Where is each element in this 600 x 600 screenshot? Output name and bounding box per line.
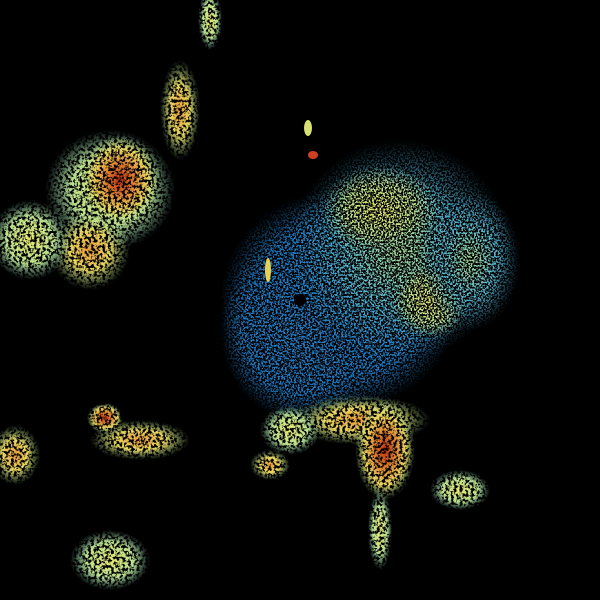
northwest-storm-cell	[0, 0, 222, 290]
southwest-cells	[0, 403, 190, 590]
isolated-cells	[265, 120, 318, 306]
south-storm-line	[250, 395, 490, 570]
central-blue-echo	[220, 140, 520, 420]
